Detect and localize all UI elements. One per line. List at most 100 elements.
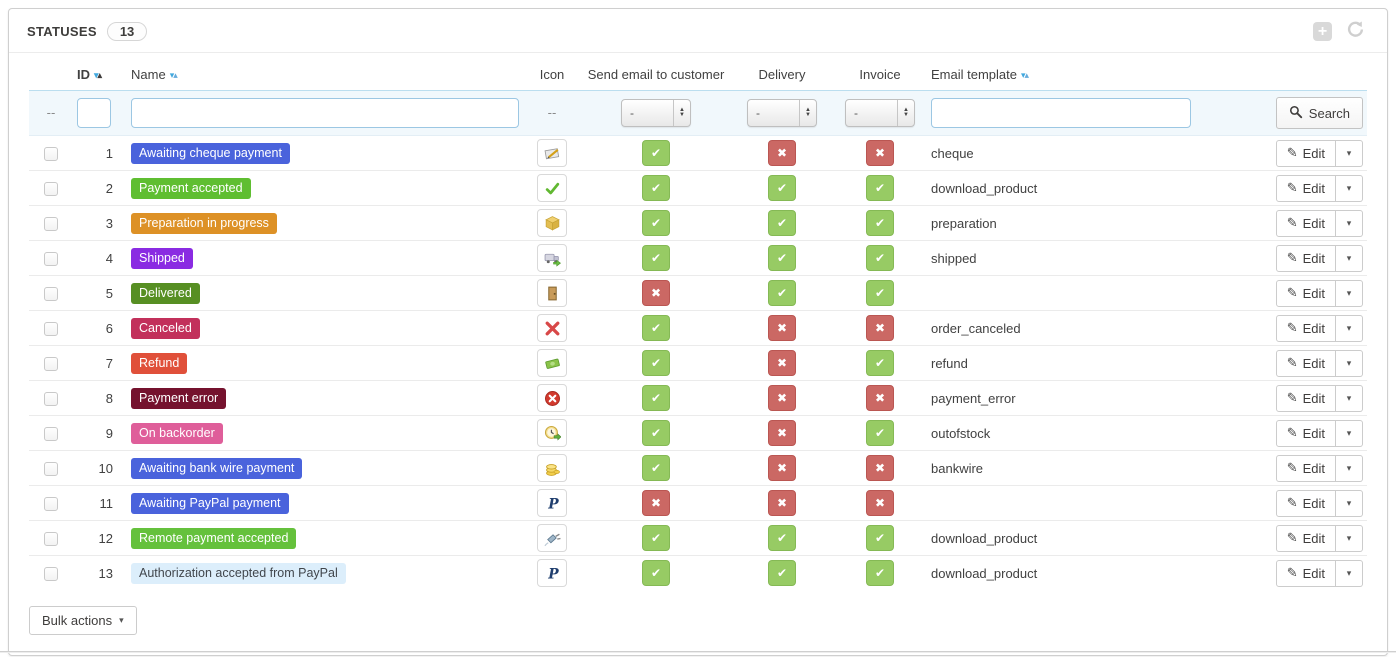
invoice-toggle[interactable]: ✖ (866, 490, 894, 516)
edit-dropdown-toggle[interactable]: ▾ (1336, 489, 1363, 517)
edit-button[interactable]: ✎ Edit (1275, 139, 1336, 167)
send-email-toggle[interactable]: ✔ (642, 525, 670, 551)
row-checkbox[interactable] (44, 426, 58, 441)
add-status-button[interactable]: + (1313, 21, 1332, 41)
row-checkbox[interactable] (44, 251, 58, 266)
edit-dropdown-toggle[interactable]: ▾ (1336, 174, 1363, 202)
filter-invoice-select[interactable]: - ▲ ▼ (845, 99, 915, 127)
row-checkbox[interactable] (44, 286, 58, 301)
row-checkbox[interactable] (44, 356, 58, 371)
send-email-toggle[interactable]: ✔ (642, 315, 670, 341)
email-template-value: cheque (931, 145, 974, 161)
edit-dropdown-toggle[interactable]: ▾ (1336, 139, 1363, 167)
invoice-toggle[interactable]: ✔ (866, 525, 894, 551)
delivery-toggle[interactable]: ✖ (768, 490, 796, 516)
invoice-toggle[interactable]: ✔ (866, 210, 894, 236)
delivery-toggle[interactable]: ✔ (768, 525, 796, 551)
col-header-checkbox (29, 57, 73, 91)
edit-dropdown-toggle[interactable]: ▾ (1336, 559, 1363, 587)
filter-delivery-select[interactable]: - ▲ ▼ (747, 99, 817, 127)
delivery-toggle[interactable]: ✔ (768, 175, 796, 201)
row-checkbox[interactable] (44, 566, 58, 581)
filter-id-input[interactable] (77, 98, 111, 128)
send-email-toggle[interactable]: ✔ (642, 420, 670, 446)
edit-button[interactable]: ✎ Edit (1275, 419, 1336, 447)
package-icon (537, 209, 567, 237)
edit-dropdown-toggle[interactable]: ▾ (1336, 454, 1363, 482)
invoice-toggle[interactable]: ✖ (866, 140, 894, 166)
send-email-toggle[interactable]: ✔ (642, 210, 670, 236)
row-checkbox[interactable] (44, 391, 58, 406)
edit-dropdown-toggle[interactable]: ▾ (1336, 314, 1363, 342)
filter-email-template-input[interactable] (931, 98, 1191, 128)
email-template-value: download_product (927, 520, 1195, 556)
sort-id[interactable]: ▾▴ (94, 70, 102, 80)
edit-button[interactable]: ✎ Edit (1275, 279, 1336, 307)
delivery-toggle[interactable]: ✔ (768, 280, 796, 306)
row-checkbox[interactable] (44, 216, 58, 231)
invoice-toggle[interactable]: ✔ (866, 245, 894, 271)
col-header-send-email: Send email to customer (587, 67, 725, 82)
delivery-toggle[interactable]: ✖ (768, 420, 796, 446)
invoice-toggle[interactable]: ✔ (866, 280, 894, 306)
edit-button[interactable]: ✎ Edit (1275, 524, 1336, 552)
send-email-toggle[interactable]: ✔ (642, 560, 670, 586)
invoice-toggle[interactable]: ✖ (866, 315, 894, 341)
edit-button[interactable]: ✎ Edit (1275, 384, 1336, 412)
row-checkbox[interactable] (44, 321, 58, 336)
edit-button[interactable]: ✎ Edit (1275, 314, 1336, 342)
invoice-toggle[interactable]: ✔ (866, 420, 894, 446)
send-email-toggle[interactable]: ✔ (642, 455, 670, 481)
edit-button[interactable]: ✎ Edit (1275, 489, 1336, 517)
email-template-value: outofstock (927, 415, 1195, 451)
delivery-toggle[interactable]: ✖ (768, 140, 796, 166)
delivery-toggle[interactable]: ✖ (768, 315, 796, 341)
edit-dropdown-toggle[interactable]: ▾ (1336, 524, 1363, 552)
invoice-toggle[interactable]: ✔ (866, 350, 894, 376)
send-email-toggle[interactable]: ✔ (642, 140, 670, 166)
sort-email-template[interactable]: ▾▴ (1020, 70, 1029, 80)
filter-name-input[interactable] (131, 98, 519, 128)
delivery-toggle[interactable]: ✖ (768, 385, 796, 411)
invoice-toggle[interactable]: ✖ (866, 385, 894, 411)
send-email-toggle[interactable]: ✔ (642, 245, 670, 271)
pencil-icon: ✎ (1286, 390, 1298, 405)
filter-send-email-select[interactable]: - ▲ ▼ (621, 99, 691, 127)
send-email-toggle[interactable]: ✖ (642, 490, 670, 516)
row-checkbox[interactable] (44, 181, 58, 196)
delivery-toggle[interactable]: ✖ (768, 350, 796, 376)
bulk-actions-button[interactable]: Bulk actions ▾ (29, 606, 137, 635)
edit-button[interactable]: ✎ Edit (1275, 174, 1336, 202)
edit-dropdown-toggle[interactable]: ▾ (1336, 384, 1363, 412)
send-email-toggle[interactable]: ✔ (642, 175, 670, 201)
edit-button[interactable]: ✎ Edit (1275, 244, 1336, 272)
row-checkbox[interactable] (44, 146, 58, 161)
sort-name[interactable]: ▾▴ (169, 70, 178, 80)
edit-button[interactable]: ✎ Edit (1275, 454, 1336, 482)
delivery-toggle[interactable]: ✔ (768, 560, 796, 586)
delivery-toggle[interactable]: ✖ (768, 455, 796, 481)
row-id: 7 (73, 345, 127, 381)
invoice-toggle[interactable]: ✖ (866, 455, 894, 481)
edit-button[interactable]: ✎ Edit (1275, 559, 1336, 587)
edit-dropdown-toggle[interactable]: ▾ (1336, 419, 1363, 447)
edit-dropdown-toggle[interactable]: ▾ (1336, 279, 1363, 307)
send-email-toggle[interactable]: ✔ (642, 350, 670, 376)
edit-button[interactable]: ✎ Edit (1275, 349, 1336, 377)
edit-dropdown-toggle[interactable]: ▾ (1336, 209, 1363, 237)
send-email-toggle[interactable]: ✔ (642, 385, 670, 411)
refresh-button[interactable] (1346, 20, 1365, 42)
header-row: ID ▾▴ Name ▾▴ Icon Send email to customer … (29, 57, 1367, 91)
delivery-toggle[interactable]: ✔ (768, 245, 796, 271)
row-checkbox[interactable] (44, 531, 58, 546)
edit-dropdown-toggle[interactable]: ▾ (1336, 244, 1363, 272)
send-email-toggle[interactable]: ✖ (642, 280, 670, 306)
search-button[interactable]: Search (1275, 97, 1363, 129)
row-checkbox[interactable] (44, 461, 58, 476)
edit-dropdown-toggle[interactable]: ▾ (1336, 349, 1363, 377)
invoice-toggle[interactable]: ✔ (866, 175, 894, 201)
edit-button[interactable]: ✎ Edit (1275, 209, 1336, 237)
row-checkbox[interactable] (44, 496, 58, 511)
delivery-toggle[interactable]: ✔ (768, 210, 796, 236)
invoice-toggle[interactable]: ✔ (866, 560, 894, 586)
